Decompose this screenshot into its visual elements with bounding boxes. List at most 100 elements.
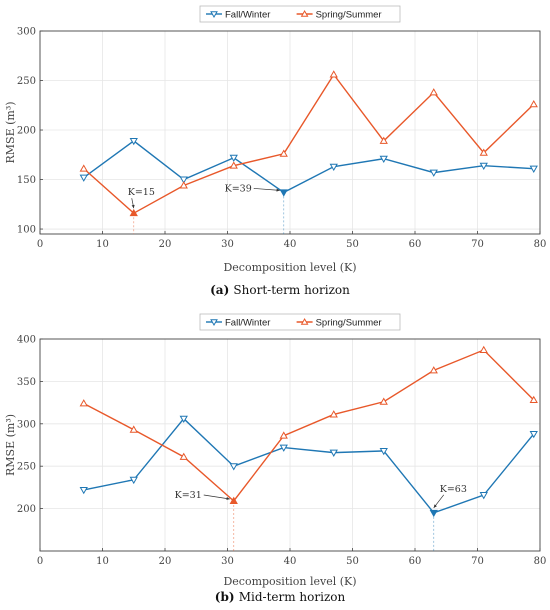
legend-marker: [300, 9, 309, 17]
y-tick-label: 300: [17, 27, 36, 38]
data-point: [429, 366, 438, 374]
caption-label: (a): [210, 283, 233, 297]
annotation-arrowhead: [131, 204, 135, 209]
data-point: [329, 410, 338, 418]
legend-item: Spring/Summer: [296, 9, 382, 21]
x-tick-label: 30: [221, 239, 234, 250]
x-tick-label: 50: [346, 239, 359, 250]
data-point: [79, 399, 88, 407]
data-point: [379, 155, 388, 164]
data-point: [479, 148, 488, 156]
legend-item: Fall/Winter: [206, 10, 270, 21]
x-axis-label: Decomposition level (K): [223, 261, 356, 274]
annotation-arrow: [203, 494, 230, 500]
data-point: [529, 165, 538, 173]
x-tick-label: 40: [284, 239, 297, 250]
data-point: [479, 345, 488, 353]
data-point: [279, 444, 288, 452]
data-point: [79, 174, 88, 182]
legend-marker: [210, 319, 218, 327]
y-tick-label: 300: [17, 419, 36, 430]
data-point: [379, 397, 388, 405]
x-tick-label: 80: [534, 239, 547, 250]
annotation-label: K=31: [175, 490, 202, 501]
data-point: [129, 476, 138, 485]
data-point: [429, 88, 438, 96]
y-tick-label: 250: [17, 76, 36, 87]
chart-panel-1: 0 10 20 30 40 50 60 70 80 100 150 200 250 300 Decompos…: [4, 5, 547, 297]
x-tick-label: 20: [159, 239, 172, 250]
x-tick-label: 80: [534, 556, 547, 567]
legend-label: Fall/Winter: [225, 318, 270, 329]
x-tick-label: 30: [221, 556, 234, 567]
annotation-label: K=15: [128, 187, 155, 198]
x-tick-label: 60: [409, 239, 422, 250]
annotation-arrow: [253, 188, 280, 191]
x-tick-label: 60: [409, 556, 422, 567]
x-tick-label: 50: [346, 556, 359, 567]
data-point: [179, 415, 188, 424]
y-tick-label: 150: [17, 175, 36, 186]
caption-text: Mid-term horizon: [239, 590, 346, 604]
data-point: [79, 486, 88, 495]
annotation-arrowhead: [226, 496, 230, 500]
data-point: [79, 164, 88, 172]
legend-marker: [210, 11, 218, 19]
y-tick-label: 200: [17, 126, 36, 137]
x-tick-label: 40: [284, 556, 297, 567]
data-point: [279, 149, 288, 157]
data-point: [379, 447, 388, 456]
chart-panel-2: 0 10 20 30 40 50 60 70 80 200 250 300 350 400 Decompos…: [4, 313, 547, 604]
y-tick-label: 250: [17, 462, 36, 473]
data-point: [329, 70, 338, 78]
annotation-arrowhead: [433, 504, 437, 508]
x-tick-label: 70: [471, 556, 484, 567]
data-point: [379, 136, 388, 144]
chart-caption: (a) Short-term horizon: [210, 283, 350, 297]
data-point: [529, 395, 538, 404]
legend-item: Fall/Winter: [206, 318, 270, 329]
x-axis-label: Decomposition level (K): [223, 575, 356, 588]
caption-label: (b): [215, 590, 239, 604]
chart-caption: (b) Mid-term horizon: [215, 590, 346, 604]
legend-label: Spring/Summer: [316, 10, 382, 21]
y-axis-label: RMSE (m³): [4, 414, 17, 476]
data-point: [229, 463, 238, 471]
data-point: [129, 137, 138, 146]
annotation-label: K=63: [440, 484, 467, 495]
data-point: [479, 492, 488, 500]
x-tick-label: 0: [37, 239, 43, 250]
y-tick-label: 350: [17, 377, 36, 388]
data-point: [129, 425, 138, 433]
x-tick-label: 0: [37, 556, 43, 567]
data-point: [329, 163, 338, 171]
legend-item: Spring/Summer: [296, 318, 382, 329]
data-point: [529, 99, 538, 108]
y-tick-label: 400: [17, 335, 36, 346]
data-point: [229, 496, 238, 504]
legend-label: Spring/Summer: [316, 318, 382, 329]
y-tick-label: 200: [17, 504, 36, 515]
series-line-spring-summer: [83, 349, 535, 502]
x-tick-label: 70: [471, 239, 484, 250]
series-line-fall-winter: [83, 417, 535, 514]
series-line-fall-winter: [83, 140, 534, 194]
data-point: [279, 431, 288, 439]
data-point: [129, 208, 138, 217]
data-point: [229, 161, 238, 169]
data-point: [429, 169, 438, 177]
x-tick-label: 10: [96, 556, 109, 567]
x-tick-label: 10: [96, 239, 109, 250]
y-axis-label: RMSE (m³): [4, 101, 17, 163]
annotation-arrowhead: [276, 188, 280, 192]
annotation-label: K=39: [225, 183, 252, 194]
data-point: [329, 449, 338, 457]
data-point: [179, 452, 188, 460]
legend-label: Fall/Winter: [225, 10, 270, 21]
y-tick-label: 100: [17, 225, 36, 236]
data-point: [179, 176, 188, 184]
data-point: [179, 181, 188, 189]
data-point: [429, 509, 438, 518]
data-point: [529, 431, 538, 439]
